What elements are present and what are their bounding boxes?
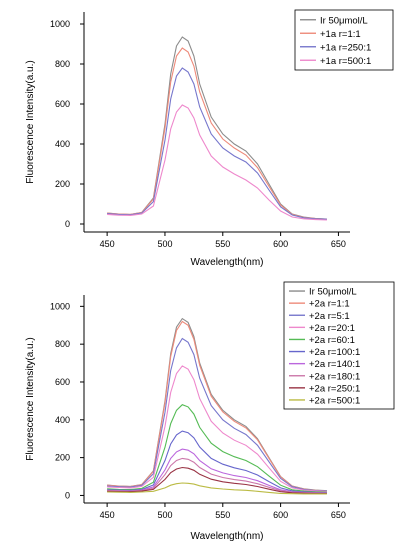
series-line (107, 448, 327, 494)
x-tick-label: 600 (273, 510, 288, 520)
legend-label: +2a r=60:1 (309, 335, 355, 346)
series-line (107, 67, 327, 220)
x-tick-label: 650 (331, 510, 346, 520)
y-tick-label: 1000 (50, 301, 70, 311)
y-tick-label: 0 (65, 219, 70, 229)
legend-label: +1a r=500:1 (320, 56, 371, 67)
series-line (107, 320, 327, 492)
series-line (107, 104, 327, 221)
legend-label: Ir 50μmol/L (309, 287, 357, 298)
y-tick-label: 200 (55, 453, 70, 463)
y-tick-label: 800 (55, 339, 70, 349)
y-tick-label: 200 (55, 179, 70, 189)
series-line (107, 482, 327, 495)
legend-label: +2a r=250:1 (309, 383, 360, 394)
series-line (107, 466, 327, 495)
y-tick-label: 400 (55, 415, 70, 425)
x-tick-label: 500 (157, 510, 172, 520)
x-tick-label: 600 (273, 239, 288, 249)
series-line (107, 457, 327, 494)
y-tick-label: 600 (55, 99, 70, 109)
x-tick-label: 550 (215, 510, 230, 520)
x-tick-label: 500 (157, 239, 172, 249)
y-tick-label: 400 (55, 139, 70, 149)
series-line (107, 337, 327, 492)
x-tick-label: 650 (331, 239, 346, 249)
series-line (107, 404, 327, 493)
legend-label: +2a r=140:1 (309, 359, 360, 370)
y-axis-title: Fluorescence Intensity(a.u.) (25, 337, 36, 460)
y-tick-label: 800 (55, 59, 70, 69)
x-tick-label: 450 (100, 239, 115, 249)
legend-label: +2a r=1:1 (309, 299, 350, 310)
legend-label: +2a r=100:1 (309, 347, 360, 358)
series-line (107, 365, 327, 493)
legend-label: +2a r=5:1 (309, 311, 350, 322)
legend-label: +2a r=180:1 (309, 371, 360, 382)
x-tick-label: 550 (215, 239, 230, 249)
y-tick-label: 600 (55, 377, 70, 387)
y-axis-title: Fluorescence Intensity(a.u.) (25, 60, 36, 183)
series-line (107, 47, 327, 220)
legend-label: +2a r=20:1 (309, 323, 355, 334)
x-axis-title: Wavelength(nm) (191, 531, 264, 542)
legend-label: +2a r=500:1 (309, 395, 360, 406)
chart-top: 450 500 550 600 650 0 200 400 600 800 1000 Waveleng… (25, 9, 394, 268)
legend-label: +1a r=1:1 (320, 29, 361, 40)
x-tick-label: 450 (100, 510, 115, 520)
y-tick-label: 1000 (50, 19, 70, 29)
series-line (107, 36, 327, 220)
legend-label: Ir 50μmol/L (320, 15, 368, 26)
chart-bottom: 450 500 550 600 650 0 200 400 600 800 1000 Waveleng… (25, 281, 395, 542)
legend-label: +1a r=250:1 (320, 42, 371, 53)
series-line (107, 430, 327, 494)
y-tick-label: 0 (65, 490, 70, 500)
x-axis-title: Wavelength(nm) (191, 257, 264, 268)
